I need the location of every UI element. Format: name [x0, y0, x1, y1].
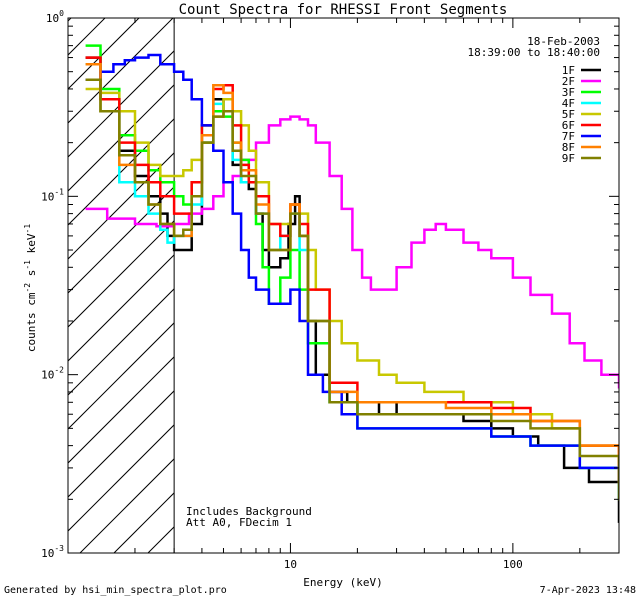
chart-title: Count Spectra for RHESSI Front Segments: [179, 2, 508, 18]
y-tick-label: 10-3: [41, 544, 64, 560]
legend-label-1F: 1F: [562, 64, 575, 77]
annotation-background: Includes Background: [186, 505, 312, 518]
legend-label-4F: 4F: [562, 97, 575, 110]
series-4F: [85, 63, 619, 501]
x-axis: 10 100: [67, 18, 620, 571]
legend-label-3F: 3F: [562, 86, 575, 99]
attenuator-hatch-region: [0, 0, 175, 553]
hatch-line: [68, 322, 175, 430]
legend-label-8F: 8F: [562, 141, 575, 154]
series-1F: [85, 56, 619, 523]
footer-timestamp: 7-Apr-2023 13:48: [539, 585, 636, 596]
series-group: [85, 44, 619, 523]
hatch-line: [68, 50, 175, 158]
series-2F: [85, 115, 619, 389]
hatch-line: [68, 152, 175, 260]
y-axis: 100 10-1 10-2 10-3: [41, 9, 619, 560]
y-axis-label: counts cm-2 s-1 keV-1: [23, 224, 38, 352]
hatch-line: [68, 18, 140, 90]
hatch-line: [68, 390, 175, 498]
legend-label-7F: 7F: [562, 130, 575, 143]
y-tick-label: 100: [46, 9, 64, 25]
series-9F: [85, 78, 619, 501]
hatch-line: [68, 18, 174, 124]
legend-label-5F: 5F: [562, 108, 575, 121]
hatch-line: [68, 254, 175, 362]
series-5F: [85, 87, 619, 470]
legend-label-9F: 9F: [562, 152, 575, 165]
x-tick-label: 10: [284, 558, 297, 571]
annotation-attenuator: Att A0, FDecim 1: [186, 516, 292, 529]
plot-frame: [67, 17, 620, 554]
header-date: 18-Feb-2003: [527, 35, 600, 48]
x-axis-label: Energy (keV): [303, 576, 382, 589]
hatch-line: [68, 18, 106, 56]
series-6F: [85, 56, 619, 484]
y-tick-label: 10-1: [41, 187, 64, 203]
hatch-line: [68, 424, 175, 532]
hatch-line: [79, 458, 175, 553]
hatch-line: [68, 186, 175, 294]
series-3F: [85, 44, 619, 484]
y-tick-label: 10-2: [41, 366, 64, 382]
x-tick-label: 100: [503, 558, 523, 571]
footer-generator: Generated by hsi_min_spectra_plot.pro: [4, 585, 227, 596]
hatch-line: [68, 356, 175, 464]
legend-label-6F: 6F: [562, 119, 575, 132]
header-time-range: 18:39:00 to 18:40:00: [468, 46, 600, 59]
legend-label-2F: 2F: [562, 75, 575, 88]
series-7F: [85, 53, 619, 484]
hatch-line: [68, 220, 175, 328]
hatch-line: [0, 0, 102, 553]
